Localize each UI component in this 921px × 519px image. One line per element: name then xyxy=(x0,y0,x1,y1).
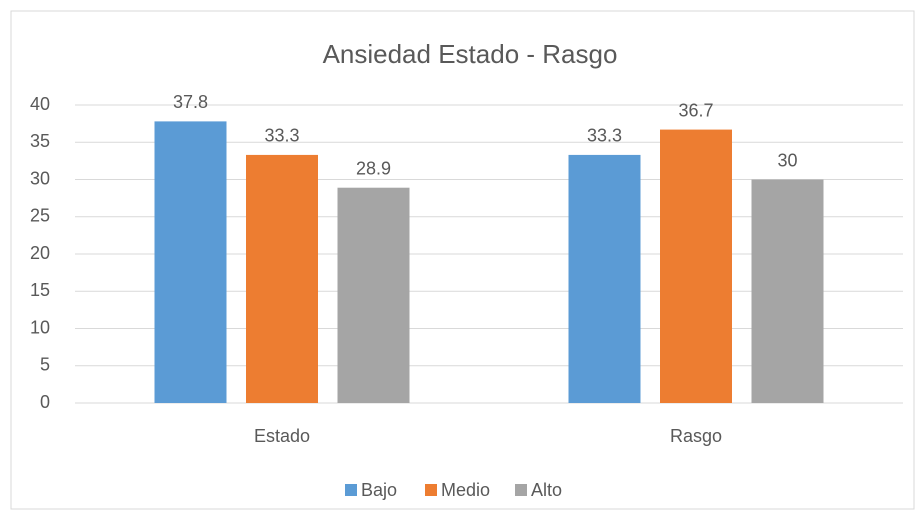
y-tick-label: 10 xyxy=(30,317,50,337)
data-label: 30 xyxy=(777,150,797,170)
y-tick-label: 30 xyxy=(30,168,50,188)
legend-swatch xyxy=(425,484,437,496)
x-tick-label: Rasgo xyxy=(670,426,722,446)
y-tick-label: 25 xyxy=(30,206,50,226)
y-tick-label: 15 xyxy=(30,280,50,300)
chart-title: Ansiedad Estado - Rasgo xyxy=(323,39,618,69)
legend-swatch xyxy=(345,484,357,496)
y-tick-label: 0 xyxy=(40,392,50,412)
legend-swatch xyxy=(515,484,527,496)
y-tick-label: 20 xyxy=(30,243,50,263)
data-label: 28.9 xyxy=(356,158,391,178)
x-tick-label: Estado xyxy=(254,426,310,446)
bar xyxy=(154,121,227,403)
bar xyxy=(660,129,732,403)
data-label: 37.8 xyxy=(173,92,208,112)
legend-label: Bajo xyxy=(361,480,397,500)
bar xyxy=(337,187,410,403)
legend-label: Medio xyxy=(441,480,490,500)
bar xyxy=(751,179,824,403)
legend-label: Alto xyxy=(531,480,562,500)
y-tick-label: 40 xyxy=(30,94,50,114)
y-tick-label: 35 xyxy=(30,131,50,151)
data-label: 33.3 xyxy=(587,126,622,146)
y-tick-label: 5 xyxy=(40,355,50,375)
bar xyxy=(246,154,318,403)
data-label: 36.7 xyxy=(678,100,713,120)
bar xyxy=(568,154,641,403)
data-label: 33.3 xyxy=(264,126,299,146)
